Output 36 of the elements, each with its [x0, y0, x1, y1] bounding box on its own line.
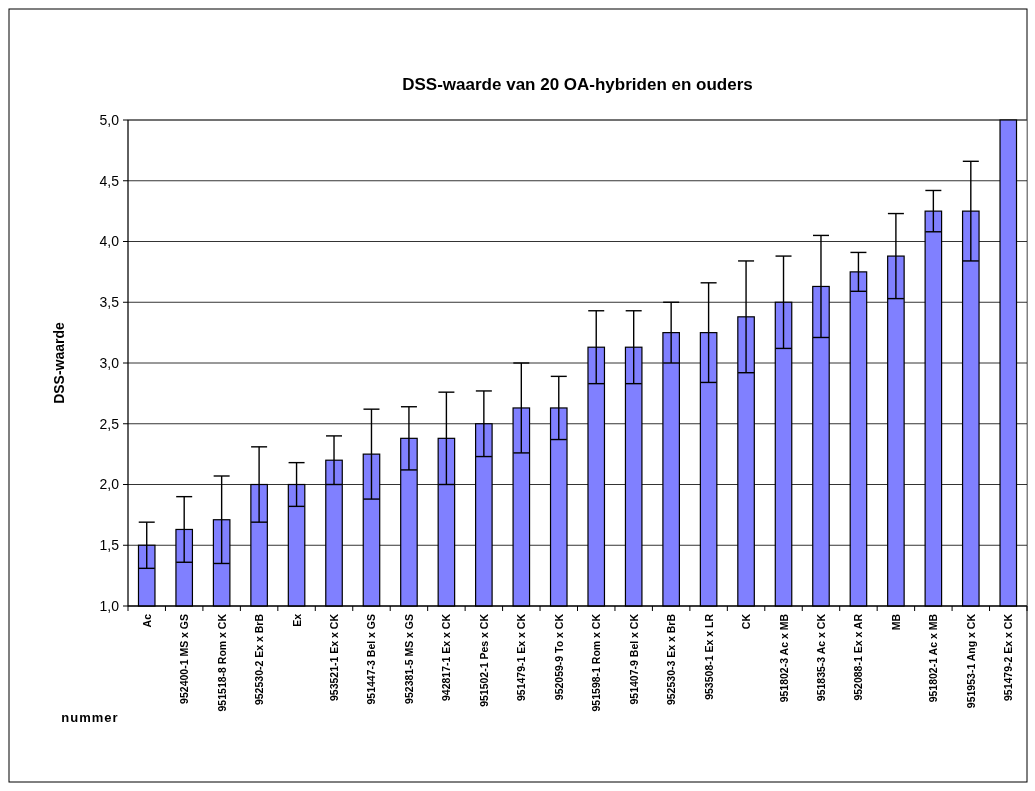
y-tick-label: 4,5	[99, 172, 120, 189]
y-tick-label: 2,0	[99, 476, 120, 493]
x-tick-label: MB	[889, 613, 902, 631]
y-tick-label: 5,0	[99, 111, 120, 128]
x-tick-label: 951802-3 Ac x MB	[777, 613, 790, 703]
x-axis-title: nummer	[61, 710, 119, 725]
x-tick-label: 951835-3 Ac x CK	[814, 613, 827, 702]
x-tick-label: 951407-9 Bel x CK	[627, 613, 640, 705]
y-tick-label: 3,5	[99, 294, 120, 311]
x-tick-label: 953521-1 Ex x CK	[328, 613, 341, 701]
x-tick-label: 951953-1 Ang x CK	[964, 613, 977, 709]
x-tick-label: 952530-2 Ex x BrB	[253, 613, 266, 706]
chart-title: DSS-waarde van 20 OA-hybriden en ouders	[402, 75, 753, 94]
x-tick-label: 952530-3 Ex x BrB	[665, 613, 678, 706]
x-tick-label: 952088-1 Ex x AR	[852, 613, 865, 701]
x-tick-label: Ac	[140, 613, 153, 628]
x-tick-label: 951598-1 Rom x CK	[590, 613, 603, 712]
x-tick-label: 942817-1 Ex x CK	[440, 613, 453, 701]
y-tick-label: 1,0	[99, 597, 120, 614]
x-tick-label: 951479-2 Ex x CK	[1002, 613, 1015, 701]
x-tick-label: 953508-1 Ex x LR	[702, 613, 715, 700]
x-tick-label: 952381-5 MS x GS	[402, 614, 415, 704]
y-tick-label: 1,5	[99, 537, 120, 554]
y-tick-label: 3,0	[99, 354, 120, 371]
x-tick-label: CK	[740, 613, 753, 630]
x-tick-label: 951502-1 Pes x CK	[477, 613, 490, 707]
x-tick-label: 951518-8 Rom x CK	[215, 613, 228, 712]
y-tick-label: 2,5	[99, 415, 120, 432]
x-tick-label: 952059-9 To x CK	[552, 613, 565, 701]
y-axis-title: DSS-waarde	[51, 321, 67, 404]
x-tick-label: Ex	[290, 613, 303, 627]
x-tick-label: 951447-3 Bel x GS	[365, 614, 378, 705]
x-tick-label: 951479-1 Ex x CK	[515, 613, 528, 701]
x-tick-label: 951802-1 Ac x MB	[927, 613, 940, 703]
y-tick-label: 4,0	[99, 233, 120, 250]
x-tick-label: 952400-1 MS x GS	[178, 614, 191, 704]
